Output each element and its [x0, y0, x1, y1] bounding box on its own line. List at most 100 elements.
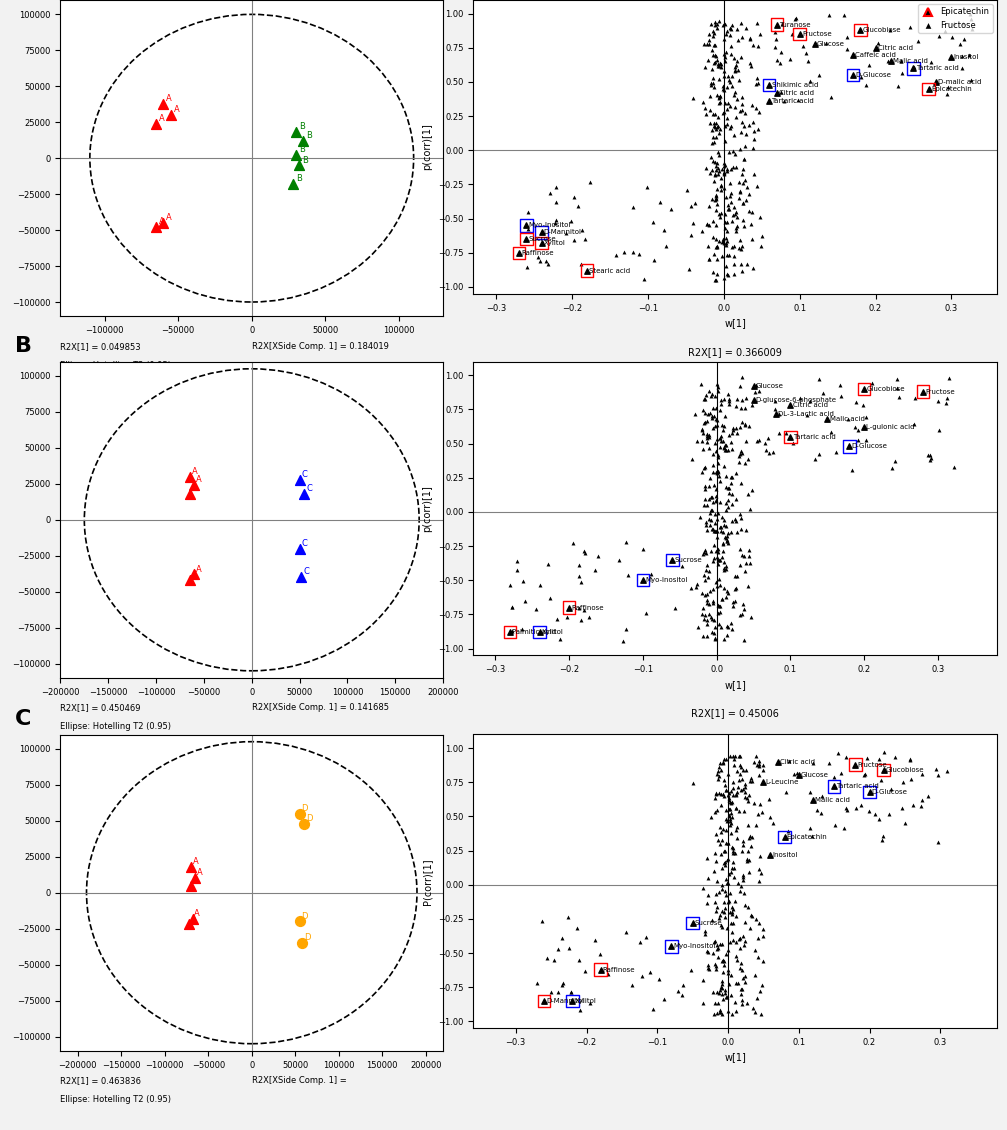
Point: [694, 420, 710, 438]
Point: [741, 829, 757, 848]
Point: [727, 567, 743, 585]
Point: [542, 589, 558, 607]
Point: [754, 976, 770, 994]
Point: [804, 827, 820, 845]
Point: [807, 35, 823, 53]
Point: [712, 438, 728, 457]
Point: [713, 181, 729, 199]
Point: [737, 896, 753, 914]
Point: [737, 788, 753, 806]
Point: [663, 200, 679, 218]
Point: [547, 215, 563, 233]
Point: [699, 425, 715, 443]
Point: [781, 50, 798, 68]
Point: [624, 243, 640, 261]
Point: [707, 46, 723, 64]
Text: Sucrose: Sucrose: [675, 557, 702, 563]
Point: [705, 46, 721, 64]
Point: [638, 603, 655, 622]
Point: [296, 485, 312, 503]
Point: [705, 75, 721, 93]
Point: [737, 399, 753, 417]
Point: [625, 198, 641, 216]
Point: [792, 25, 808, 43]
Point: [710, 54, 726, 72]
Point: [721, 392, 737, 410]
X-axis label: w[1]: w[1]: [724, 1052, 746, 1062]
Point: [800, 52, 816, 70]
Point: [700, 405, 716, 423]
Point: [698, 560, 714, 579]
Point: [698, 386, 714, 405]
Point: [947, 458, 963, 476]
Point: [715, 534, 731, 553]
Text: Inositol: Inositol: [954, 54, 979, 60]
Point: [710, 447, 726, 466]
Text: Caffeic acid: Caffeic acid: [855, 52, 896, 58]
Point: [723, 20, 739, 38]
Point: [699, 615, 715, 633]
Point: [701, 477, 717, 495]
Point: [577, 962, 593, 980]
Point: [740, 202, 756, 220]
Point: [726, 510, 742, 528]
Point: [745, 999, 761, 1017]
Point: [723, 193, 739, 211]
Point: [707, 16, 723, 34]
Point: [587, 562, 603, 580]
Point: [709, 765, 725, 783]
Point: [183, 858, 199, 876]
Point: [715, 950, 731, 968]
Point: [707, 12, 723, 31]
Point: [697, 98, 713, 116]
Point: [718, 801, 734, 819]
Point: [717, 981, 733, 999]
Point: [697, 922, 713, 940]
Point: [753, 864, 769, 883]
Point: [732, 102, 748, 120]
Text: A: A: [166, 214, 172, 221]
Point: [906, 416, 922, 434]
Point: [610, 550, 626, 568]
Point: [719, 115, 735, 133]
Point: [739, 485, 755, 503]
Point: [733, 546, 749, 564]
Point: [707, 618, 723, 636]
Point: [734, 28, 750, 46]
Point: [902, 771, 918, 789]
Point: [579, 261, 595, 279]
Text: A: A: [194, 909, 200, 918]
Point: [728, 799, 744, 817]
Point: [701, 197, 717, 215]
Point: [716, 103, 732, 121]
Point: [836, 6, 852, 24]
Point: [876, 760, 892, 779]
Point: [712, 981, 728, 999]
Point: [509, 551, 525, 570]
Point: [735, 116, 751, 134]
Point: [726, 756, 742, 774]
Point: [915, 383, 931, 401]
Point: [792, 25, 808, 43]
Point: [711, 615, 727, 633]
Point: [724, 1005, 740, 1023]
Point: [725, 838, 741, 857]
Point: [577, 544, 593, 562]
Point: [697, 403, 713, 421]
Point: [717, 205, 733, 223]
Point: [703, 488, 719, 506]
Point: [717, 899, 733, 918]
Point: [728, 218, 744, 236]
Point: [735, 866, 751, 884]
Point: [786, 10, 803, 28]
Point: [909, 32, 925, 50]
Point: [732, 140, 748, 158]
Point: [850, 432, 866, 450]
Point: [764, 814, 780, 832]
Point: [734, 391, 750, 409]
Point: [713, 518, 729, 536]
Point: [717, 52, 733, 70]
Point: [736, 973, 752, 991]
Point: [737, 783, 753, 801]
Point: [706, 476, 722, 494]
